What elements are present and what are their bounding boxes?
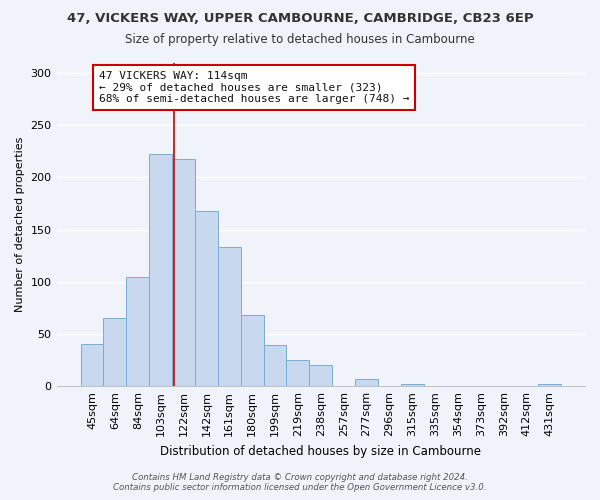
- Bar: [241, 315, 263, 386]
- Y-axis label: Number of detached properties: Number of detached properties: [15, 136, 25, 312]
- Bar: [172, 158, 195, 386]
- Bar: [80, 344, 103, 386]
- X-axis label: Distribution of detached houses by size in Cambourne: Distribution of detached houses by size …: [160, 444, 481, 458]
- Bar: [263, 346, 286, 386]
- Text: 47 VICKERS WAY: 114sqm
← 29% of detached houses are smaller (323)
68% of semi-de: 47 VICKERS WAY: 114sqm ← 29% of detached…: [99, 71, 409, 104]
- Bar: [286, 360, 310, 386]
- Text: Size of property relative to detached houses in Cambourne: Size of property relative to detached ho…: [125, 32, 475, 46]
- Bar: [195, 211, 218, 386]
- Bar: [355, 379, 378, 386]
- Bar: [218, 248, 241, 386]
- Bar: [538, 384, 561, 386]
- Text: 47, VICKERS WAY, UPPER CAMBOURNE, CAMBRIDGE, CB23 6EP: 47, VICKERS WAY, UPPER CAMBOURNE, CAMBRI…: [67, 12, 533, 26]
- Bar: [127, 276, 149, 386]
- Bar: [401, 384, 424, 386]
- Bar: [310, 366, 332, 386]
- Bar: [149, 154, 172, 386]
- Bar: [103, 318, 127, 386]
- Text: Contains HM Land Registry data © Crown copyright and database right 2024.
Contai: Contains HM Land Registry data © Crown c…: [113, 473, 487, 492]
